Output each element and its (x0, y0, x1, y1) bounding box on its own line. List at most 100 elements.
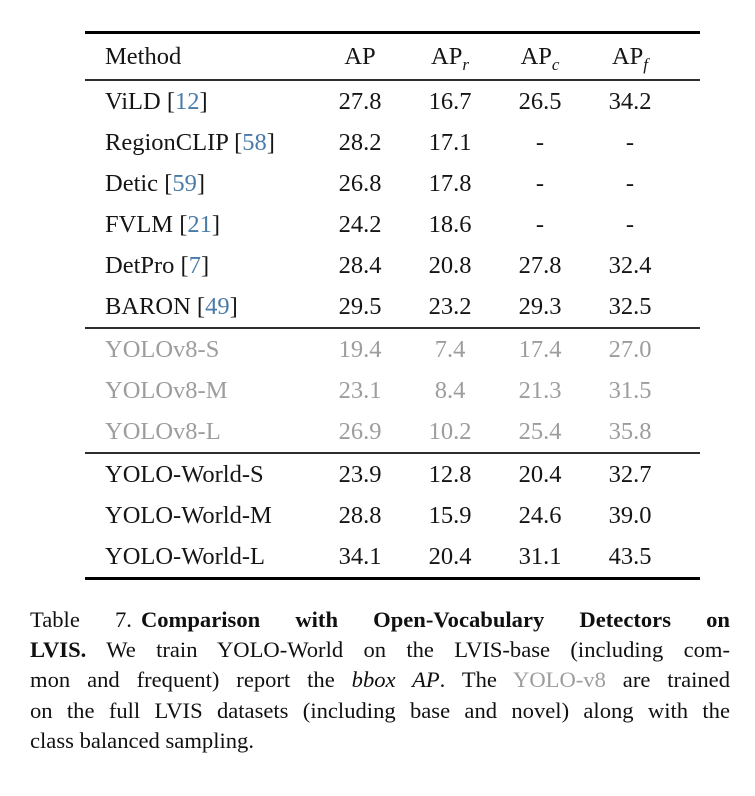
column-subscript: r (462, 54, 469, 74)
table-row: YOLOv8-S 19.4 7.4 17.4 27.0 (85, 328, 700, 370)
metric-cell-ap-r: 17.1 (428, 128, 472, 156)
caption-text: mon and frequent) report the (30, 667, 352, 693)
method-name: ViLD (105, 87, 161, 115)
metric-cell-ap-f: 32.7 (608, 460, 652, 488)
citation-link[interactable]: 59 (172, 169, 197, 197)
metric-cell-ap-f: 34.2 (608, 87, 652, 115)
table-row: YOLO-World-M 28.8 15.9 24.6 39.0 (85, 495, 700, 536)
metric-cell-ap: 23.1 (338, 376, 382, 404)
method-cell: YOLO-World-S (85, 453, 315, 495)
method-name: RegionCLIP (105, 128, 228, 156)
citation-link[interactable]: 12 (174, 87, 200, 115)
metric-cell-ap-c: 31.1 (518, 542, 562, 570)
metric-cell-ap-c: 29.3 (518, 292, 562, 320)
table-caption: Table 7. Comparison with Open-Vocabulary … (30, 605, 730, 756)
table-row: YOLOv8-L 26.9 10.2 25.4 35.8 (85, 411, 700, 453)
column-subscript: f (643, 54, 649, 74)
metric-cell-ap: 28.2 (338, 128, 382, 156)
table-row: YOLO-World-S 23.9 12.8 20.4 32.7 (85, 453, 700, 495)
table-row: ViLD [12] 27.8 16.7 26.5 34.2 (85, 80, 700, 122)
method-name: Detic (105, 169, 159, 197)
table-row: BARON [49] 29.5 23.2 29.3 32.5 (85, 286, 700, 328)
results-table-container: Method AP APr APc APf ViLD [12] 27.8 16.7 26.5 3… (85, 31, 700, 580)
metric-cell-ap-r: 18.6 (428, 210, 472, 238)
method-name: YOLO-World-M (105, 501, 272, 529)
method-name: YOLOv8-S (105, 335, 220, 363)
citation-link[interactable]: 7 (188, 251, 201, 279)
method-cell: YOLO-World-L (85, 536, 315, 579)
table-row: RegionCLIP [58] 28.2 17.1 - - (85, 122, 700, 163)
metric-cell-ap: 28.4 (338, 251, 382, 279)
column-header-method: Method (105, 42, 182, 70)
metric-cell-ap-r: 10.2 (428, 417, 472, 445)
metric-cell-ap-r: 12.8 (428, 460, 472, 488)
column-subscript: c (551, 54, 560, 74)
metric-cell-ap-r: 20.8 (428, 251, 472, 279)
metric-cell-ap-c: 21.3 (518, 376, 562, 404)
metric-cell-ap: 29.5 (338, 292, 382, 320)
caption-bold-title: Comparison with Open-Vocabulary Detector… (140, 607, 730, 632)
column-header-ap-f: APf (611, 42, 649, 74)
metric-cell-ap-r: 20.4 (428, 542, 472, 570)
metric-cell-ap: 24.2 (338, 210, 382, 238)
caption-line-2: LVIS. We train YOLO-World on the LVIS-ba… (30, 635, 730, 665)
metric-cell-ap-c: 24.6 (518, 501, 562, 529)
metric-cell-ap-f: - (625, 169, 635, 197)
method-name: DetPro (105, 251, 175, 279)
metric-cell-ap-f: - (625, 128, 635, 156)
metric-cell-ap: 23.9 (338, 460, 382, 488)
metric-cell-ap: 26.8 (338, 169, 382, 197)
method-cell: YOLO-World-M (85, 495, 315, 536)
method-name: FVLM (105, 210, 174, 238)
method-name: YOLOv8-M (105, 376, 228, 404)
method-name: YOLOv8-L (105, 417, 221, 445)
metric-cell-ap-c: 27.8 (518, 251, 562, 279)
metric-cell-ap-f: 27.0 (608, 335, 652, 363)
table-row: FVLM [21] 24.2 18.6 - - (85, 204, 700, 245)
metric-cell-ap-f: 35.8 (608, 417, 652, 445)
metric-cell-ap-f: 31.5 (608, 376, 652, 404)
caption-line-4: on the full LVIS datasets (including bas… (30, 697, 730, 723)
metric-cell-ap-f: 32.4 (608, 251, 652, 279)
citation-link[interactable]: 49 (205, 292, 230, 320)
caption-line-3: mon and frequent) report the bbox AP. Th… (30, 665, 730, 695)
results-table: Method AP APr APc APf ViLD [12] 27.8 16.7 26.5 3… (85, 31, 700, 580)
metric-cell-ap: 27.8 (338, 87, 382, 115)
table-row: YOLO-World-L 34.1 20.4 31.1 43.5 (85, 536, 700, 579)
method-cell: RegionCLIP [58] (105, 128, 275, 156)
metric-cell-ap-r: 16.7 (428, 87, 472, 115)
metric-cell-ap-c: 17.4 (518, 335, 562, 363)
table-row: DetPro [7] 28.4 20.8 27.8 32.4 (85, 245, 700, 286)
metric-cell-ap-c: 20.4 (518, 460, 562, 488)
caption-table-number: Table 7. (30, 607, 132, 632)
caption-text: are trained (605, 667, 730, 693)
caption-text: We train YOLO-World on the LVIS-base (in… (106, 637, 730, 663)
caption-line-5: class balanced sampling. (30, 727, 254, 753)
metric-cell-ap-c: - (535, 210, 545, 238)
method-name: YOLO-World-S (105, 460, 264, 488)
method-cell: BARON [49] (105, 292, 238, 320)
table-row: Detic [59] 26.8 17.8 - - (85, 163, 700, 204)
method-cell: ViLD [12] (105, 87, 208, 115)
caption-bold-title-cont: LVIS. (30, 637, 87, 663)
method-cell: Detic [59] (105, 169, 206, 197)
metric-cell-ap-c: 25.4 (518, 417, 562, 445)
metric-cell-ap-r: 23.2 (428, 292, 472, 320)
metric-cell-ap-c: - (535, 169, 545, 197)
caption-italic-bbox-ap: bbox AP (351, 667, 440, 693)
method-cell: FVLM [21] (105, 210, 221, 238)
citation-link[interactable]: 58 (242, 128, 267, 156)
citation-link[interactable]: 21 (187, 210, 212, 238)
metric-cell-ap-f: - (625, 210, 635, 238)
header-row: Method AP APr APc APf (85, 33, 700, 80)
metric-cell-ap: 26.9 (338, 417, 382, 445)
metric-cell-ap: 19.4 (338, 335, 382, 363)
metric-cell-ap-c: 26.5 (518, 87, 562, 115)
metric-cell-ap-r: 8.4 (434, 376, 466, 404)
metric-cell-ap: 28.8 (338, 501, 382, 529)
table-row: YOLOv8-M 23.1 8.4 21.3 31.5 (85, 370, 700, 411)
metric-cell-ap-r: 15.9 (428, 501, 472, 529)
caption-text: . The (439, 667, 514, 693)
method-cell: YOLOv8-M (85, 370, 315, 411)
table-body: ViLD [12] 27.8 16.7 26.5 34.2 RegionCLIP [58]… (85, 80, 700, 579)
